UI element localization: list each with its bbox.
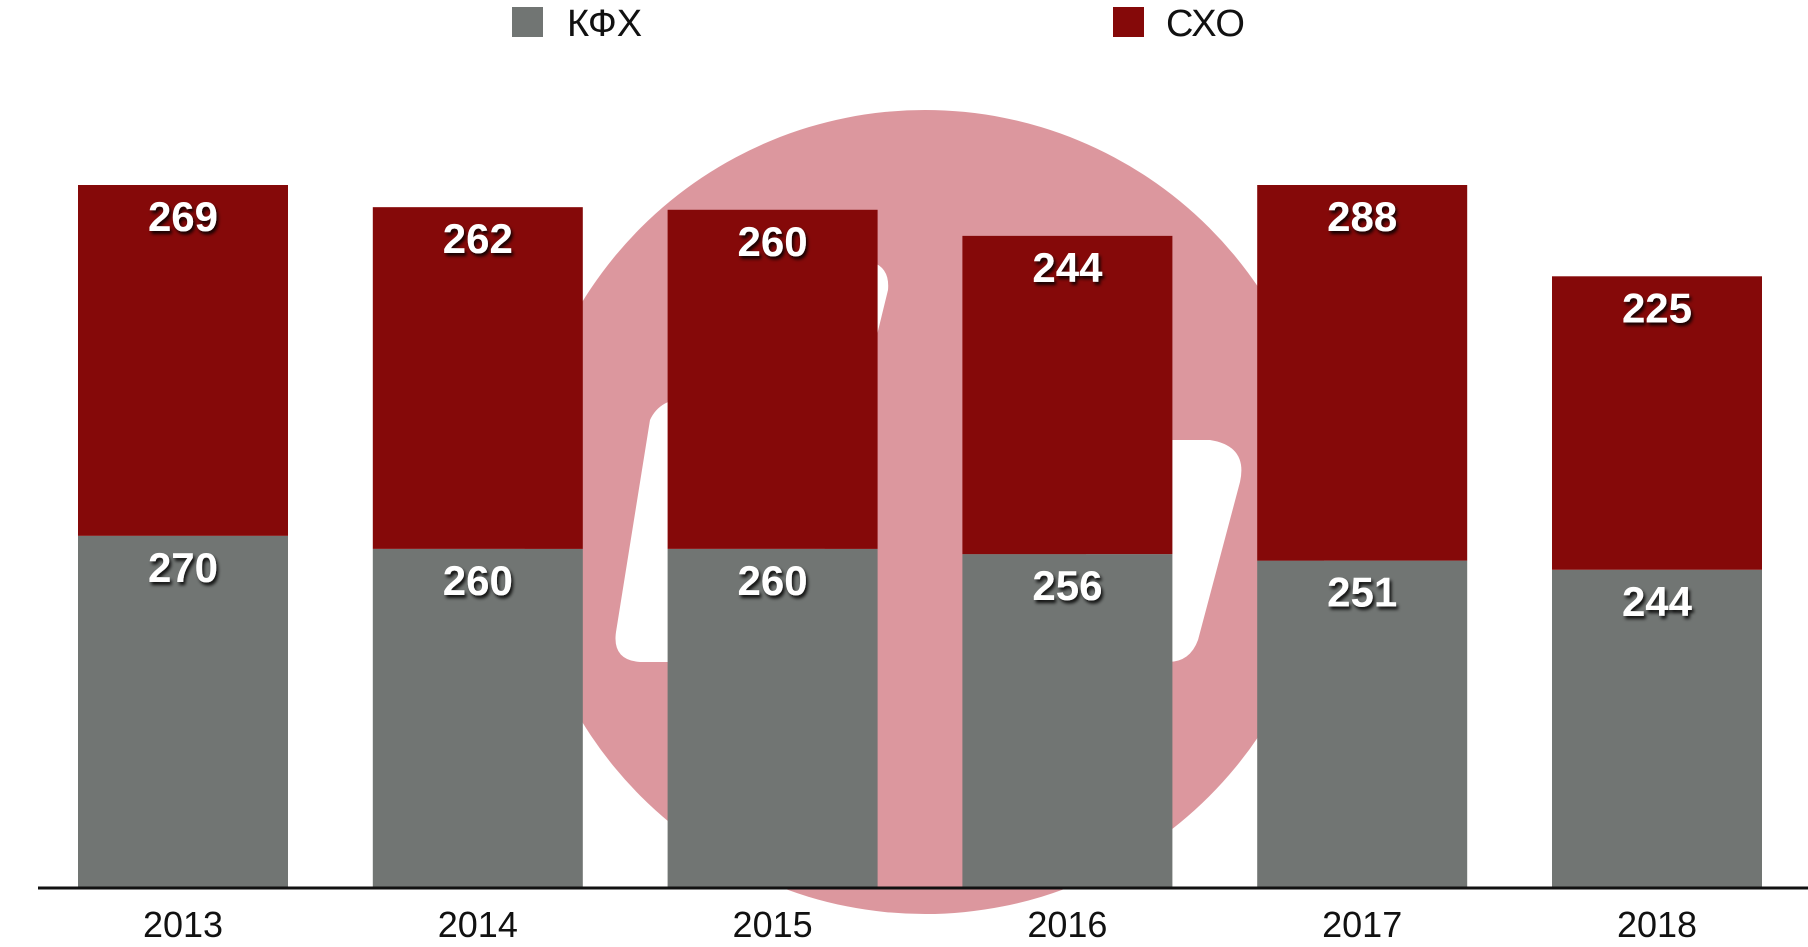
bar-sxo-2017 [1257,185,1468,561]
value-label-kfx-2016: 256 [1032,562,1102,609]
legend: КФХ СХО [512,3,1245,45]
bar-sxo-2014 [372,207,583,549]
value-label-kfx-2018: 244 [1622,578,1693,625]
bars-layer [78,185,1762,888]
x-tick-label-2017: 2017 [1322,904,1402,945]
bar-kfx-2017 [1257,560,1468,888]
bar-kfx-2016 [962,554,1173,888]
legend-swatch-sxo [1113,7,1144,37]
logo-watermark-icon [523,110,1327,914]
bar-sxo-2016 [962,235,1173,555]
value-labels-layer: 270 269 260 262 260 260 256 244 251 288 244 225 [148,193,1693,625]
x-tick-label-2018: 2018 [1617,904,1697,945]
value-label-kfx-2015: 260 [738,557,808,604]
bar-kfx-2013 [78,535,288,888]
x-tick-label-2014: 2014 [438,904,518,945]
value-label-sxo-2018: 225 [1622,284,1692,331]
value-label-sxo-2014: 262 [443,215,513,262]
bar-kfx-2018 [1552,569,1762,888]
value-label-kfx-2013: 270 [148,544,218,591]
bar-sxo-2018 [1552,276,1762,570]
value-label-kfx-2014: 260 [443,557,513,604]
legend-label-kfx: КФХ [567,3,642,45]
bar-kfx-2014 [372,548,583,888]
legend-swatch-kfx [512,7,543,37]
value-label-sxo-2016: 244 [1032,244,1103,291]
x-tick-label-2015: 2015 [733,904,813,945]
legend-item-kfx: КФХ [512,3,642,45]
bar-kfx-2015 [667,548,878,888]
legend-label-sxo: СХО [1166,3,1245,45]
x-tick-label-2013: 2013 [143,904,223,945]
bar-sxo-2013 [78,185,288,536]
legend-item-sxo: СХО [1113,3,1245,45]
value-label-kfx-2017: 251 [1327,569,1397,616]
value-label-sxo-2015: 260 [738,218,808,265]
x-tick-label-2016: 2016 [1027,904,1107,945]
bar-sxo-2015 [667,209,878,549]
x-axis-tick-labels: 2013 2014 2015 2016 2017 2018 [143,904,1697,945]
value-label-sxo-2017: 288 [1327,193,1397,240]
value-label-sxo-2013: 269 [148,193,218,240]
